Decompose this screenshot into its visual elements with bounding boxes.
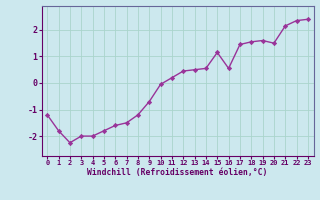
- X-axis label: Windchill (Refroidissement éolien,°C): Windchill (Refroidissement éolien,°C): [87, 168, 268, 177]
